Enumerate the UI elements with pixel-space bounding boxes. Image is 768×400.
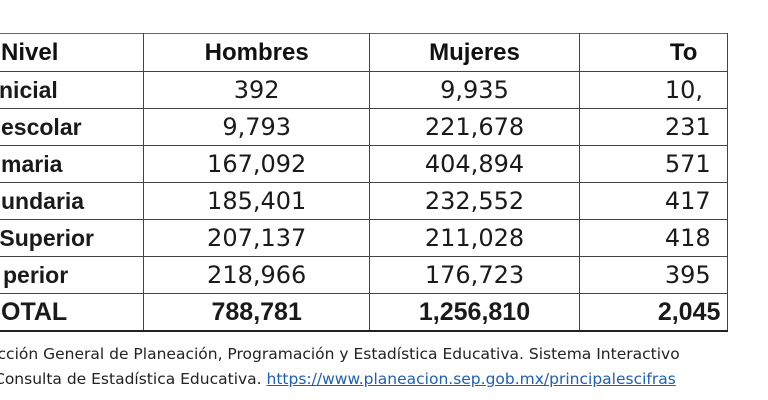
hombres-cell: 167,092 bbox=[143, 145, 371, 183]
level-label: maria bbox=[1, 151, 63, 177]
total-cell: 571 bbox=[578, 145, 729, 183]
header-hombres: Hombres bbox=[143, 33, 371, 72]
mujeres-cell: 9,935 bbox=[369, 71, 580, 109]
total-cell: 231 bbox=[578, 108, 729, 146]
mujeres-cell: 404,894 bbox=[369, 145, 580, 183]
hombres-cell: 9,793 bbox=[143, 108, 371, 146]
table-header-row: Nivel Hombres Mujeres To bbox=[0, 33, 729, 72]
hombres-cell: 218,966 bbox=[143, 256, 371, 294]
table-row: undaria 185,401 232,552 417 bbox=[0, 182, 729, 220]
hombres-cell: 207,137 bbox=[143, 219, 371, 257]
total-row: OTAL 788,781 1,256,810 2,045 bbox=[0, 293, 729, 332]
level-label: Superior bbox=[0, 225, 94, 251]
mujeres-cell: 211,028 bbox=[369, 219, 580, 257]
level-label: undaria bbox=[1, 188, 85, 214]
header-mujeres: Mujeres bbox=[369, 33, 580, 72]
table-row: Superior 207,137 211,028 418 bbox=[0, 219, 729, 257]
table-row: maria 167,092 404,894 571 bbox=[0, 145, 729, 183]
mujeres-cell: 176,723 bbox=[369, 256, 580, 294]
hombres-cell: 185,401 bbox=[143, 182, 371, 220]
education-statistics-table: Nivel Hombres Mujeres To nicial 392 9,93… bbox=[0, 33, 729, 332]
table-row: perior 218,966 176,723 395 bbox=[0, 256, 729, 294]
total-mujeres: 1,256,810 bbox=[369, 293, 580, 332]
source-line-2-text: Consulta de Estadística Educativa. bbox=[0, 370, 267, 388]
source-note: ección General de Planeación, Programaci… bbox=[0, 342, 768, 392]
total-cell: 418 bbox=[578, 219, 729, 257]
source-line-1: ección General de Planeación, Programaci… bbox=[0, 345, 680, 363]
source-link[interactable]: https://www.planeacion.sep.gob.mx/princi… bbox=[266, 370, 676, 388]
table-row: escolar 9,793 221,678 231 bbox=[0, 108, 729, 146]
header-nivel: Nivel bbox=[0, 33, 145, 72]
source-line-2: Consulta de Estadística Educativa. https… bbox=[0, 367, 768, 392]
total-label: OTAL bbox=[1, 298, 68, 326]
total-cell: 395 bbox=[578, 256, 729, 294]
mujeres-cell: 232,552 bbox=[369, 182, 580, 220]
total-cell: 417 bbox=[578, 182, 729, 220]
total-cell: 10, bbox=[578, 71, 729, 109]
total-total: 2,045 bbox=[578, 293, 729, 332]
hombres-cell: 392 bbox=[143, 71, 371, 109]
mujeres-cell: 221,678 bbox=[369, 108, 580, 146]
level-label: nicial bbox=[0, 77, 58, 103]
header-total: To bbox=[578, 33, 729, 72]
level-label: perior bbox=[3, 262, 69, 288]
total-hombres: 788,781 bbox=[143, 293, 371, 332]
level-label: escolar bbox=[1, 114, 82, 140]
table-row: nicial 392 9,935 10, bbox=[0, 71, 729, 109]
